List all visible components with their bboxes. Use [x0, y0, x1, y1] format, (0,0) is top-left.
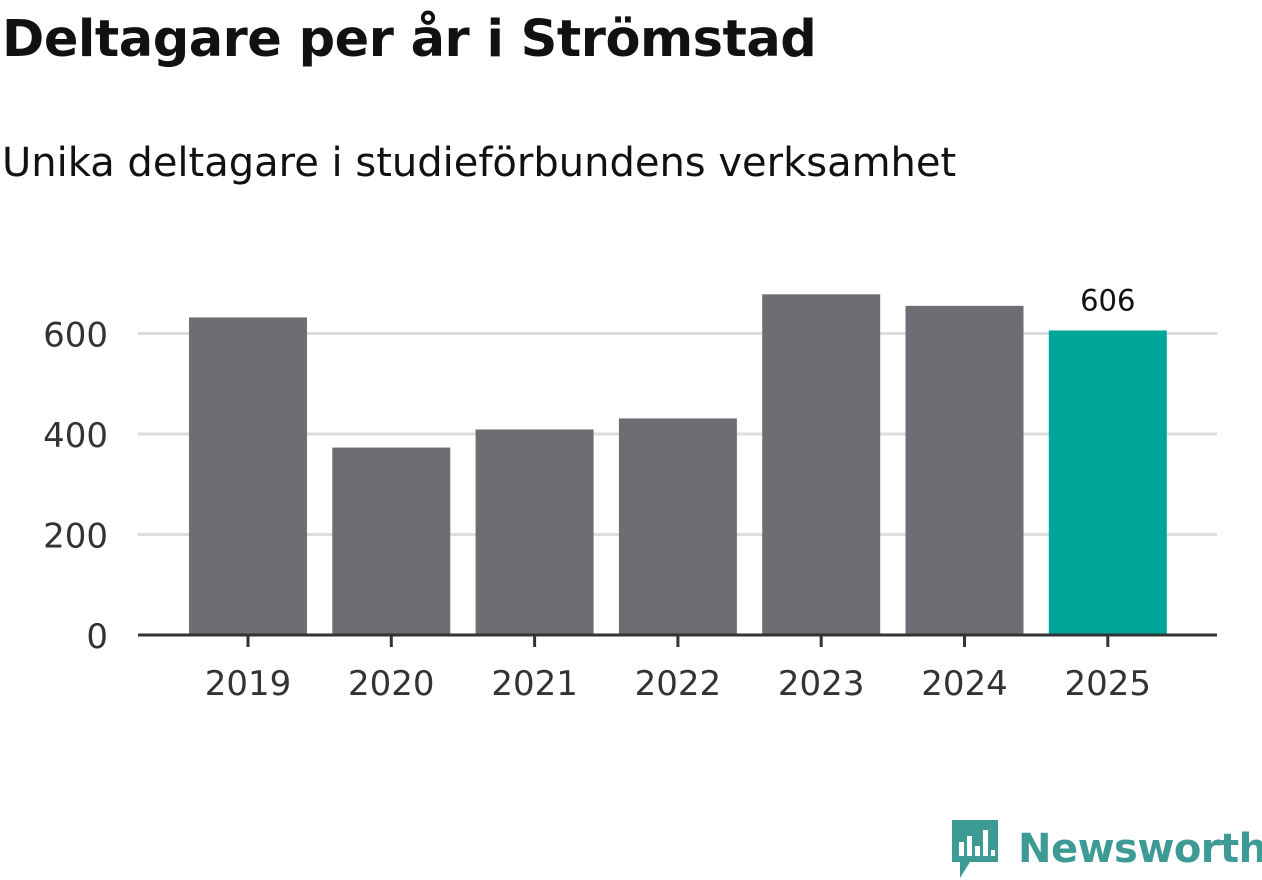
x-tick-label-2021: 2021 [491, 664, 578, 704]
bar-2021 [475, 429, 594, 635]
newsworthy-logo: Newsworthy [950, 818, 1262, 880]
x-tick-label-2023: 2023 [778, 664, 865, 704]
bar-2024 [905, 305, 1024, 635]
newsworthy-logo-icon [952, 820, 998, 878]
x-tick-label-2025: 2025 [1065, 664, 1152, 704]
x-tick-label-2024: 2024 [921, 664, 1008, 704]
y-tick-label-600: 600 [43, 316, 108, 356]
y-tick-label-200: 200 [43, 517, 108, 557]
chart-title: Deltagare per år i Strömstad [2, 10, 817, 69]
x-tick-label-2020: 2020 [348, 664, 435, 704]
x-tick-label-2019: 2019 [205, 664, 292, 704]
bar-2019 [189, 317, 307, 635]
brand-name: Newsworthy [1018, 826, 1262, 872]
bar-2025 [1048, 330, 1167, 635]
y-tick-label-400: 400 [43, 416, 108, 456]
y-tick-label-0: 0 [86, 617, 108, 657]
chart-subtitle: Unika deltagare i studieförbundens verks… [2, 140, 957, 186]
bar-2022 [618, 418, 737, 635]
bar-2023 [762, 294, 881, 635]
x-tick-label-2022: 2022 [635, 664, 722, 704]
bar-2020 [332, 447, 451, 635]
data-label-2025: 606 [1080, 283, 1135, 317]
